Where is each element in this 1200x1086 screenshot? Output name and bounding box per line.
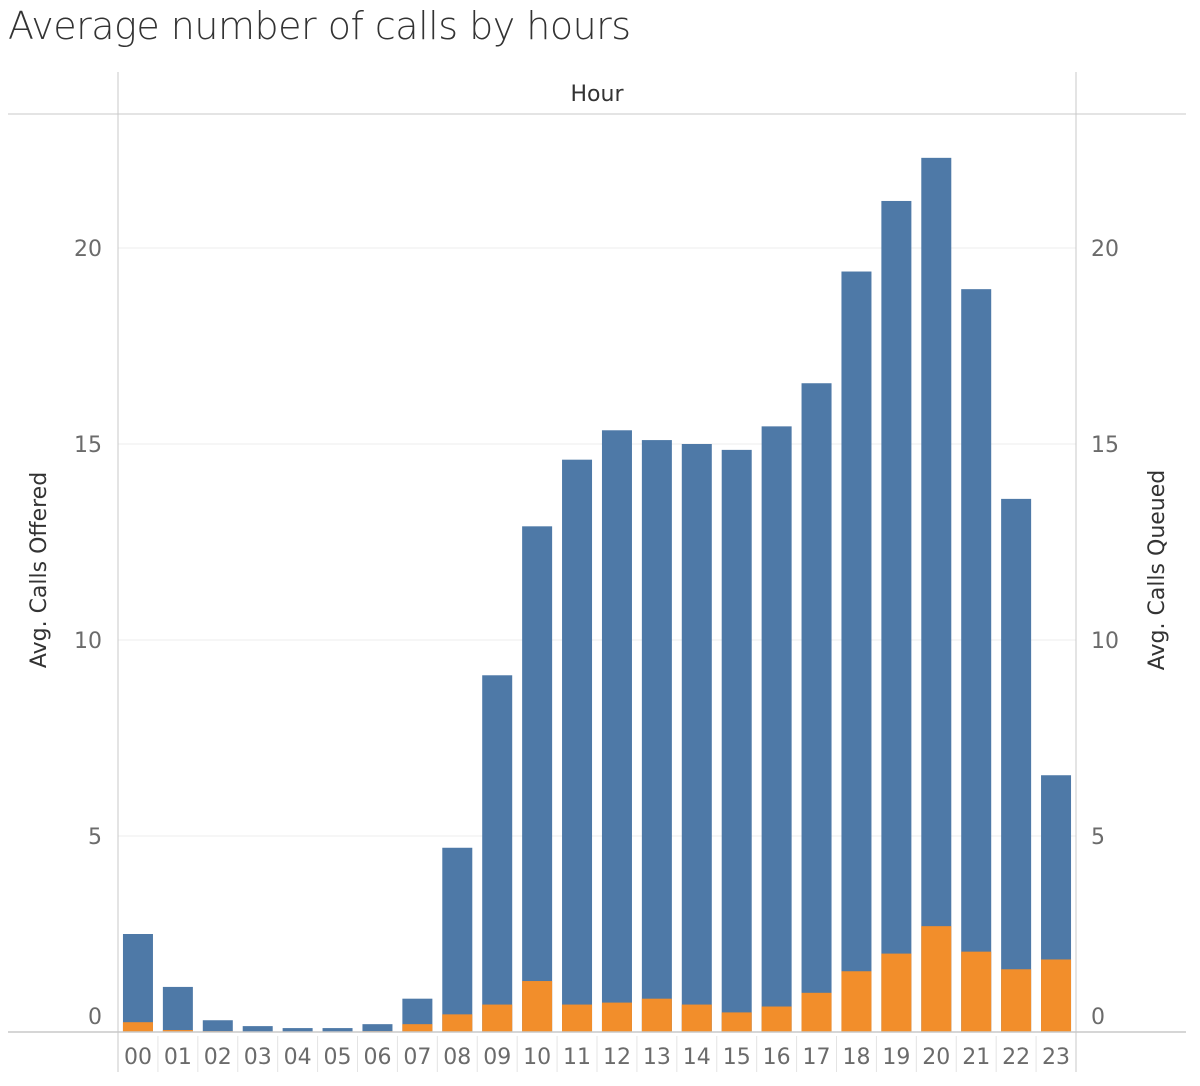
bar-calls-queued	[601, 1002, 632, 1032]
bar-calls-queued	[961, 951, 992, 1032]
x-tick-label: 05	[324, 1045, 352, 1070]
x-tick-label: 14	[683, 1045, 711, 1070]
bar-calls-offered	[761, 426, 792, 1032]
bar-calls-queued	[402, 1024, 433, 1032]
y-left-tick-label: 5	[88, 825, 102, 850]
y-right-tick-label: 20	[1091, 237, 1119, 262]
bar-calls-offered	[562, 459, 593, 1032]
bar-calls-offered	[122, 934, 153, 1032]
chart-title: Average number of calls by hours	[8, 4, 631, 48]
bar-calls-queued	[482, 1004, 513, 1032]
bar-calls-offered	[1001, 498, 1032, 1032]
bar-calls-queued	[562, 1004, 593, 1032]
y-right-tick-label: 15	[1091, 433, 1119, 458]
x-tick-label: 07	[403, 1045, 431, 1070]
bar-calls-queued	[841, 971, 872, 1032]
x-tick-label: 09	[483, 1045, 511, 1070]
x-tick-label: 23	[1042, 1045, 1070, 1070]
bar-calls-offered	[162, 986, 193, 1032]
x-tick-label: 22	[1002, 1045, 1030, 1070]
bar-calls-queued	[881, 953, 912, 1032]
bars	[122, 157, 1072, 1033]
y-right-axis-title: Avg. Calls Queued	[1145, 470, 1170, 671]
axis-labels: 00 01 02 03 04 05 06 07 08 09 10 11 12 13 14 15 16 17 18 19…	[27, 82, 1170, 1070]
bar-calls-queued	[122, 1022, 153, 1032]
x-tick-label: 12	[603, 1045, 631, 1070]
bar-calls-offered	[242, 1026, 273, 1032]
bar-calls-queued	[921, 926, 952, 1032]
x-tick-label: 20	[922, 1045, 950, 1070]
bar-calls-offered	[202, 1020, 233, 1032]
x-tick-label: 00	[124, 1045, 152, 1070]
bar-calls-queued	[801, 992, 832, 1032]
bar-calls-offered	[721, 449, 752, 1032]
bar-calls-queued	[721, 1012, 752, 1032]
x-tick-label: 11	[563, 1045, 591, 1070]
y-left-tick-label: 15	[74, 433, 102, 458]
x-tick-label: 15	[723, 1045, 751, 1070]
x-tick-label: 17	[803, 1045, 831, 1070]
bar-calls-offered	[681, 444, 712, 1032]
bar-calls-offered	[362, 1024, 393, 1032]
y-right-tick-label: 10	[1091, 629, 1119, 654]
y-left-tick-label: 20	[74, 237, 102, 262]
x-tick-label: 19	[882, 1045, 910, 1070]
bar-calls-queued	[162, 1030, 193, 1032]
x-tick-label: 04	[284, 1045, 312, 1070]
bar-calls-queued	[1041, 959, 1072, 1032]
bar-calls-offered	[841, 271, 872, 1032]
column-header: Hour	[571, 82, 625, 107]
gridlines	[118, 247, 1076, 837]
x-tick-label: 03	[244, 1045, 272, 1070]
x-tick-label: 13	[643, 1045, 671, 1070]
x-tick-label: 10	[523, 1045, 551, 1070]
bar-calls-offered	[482, 675, 513, 1032]
bar-calls-queued	[681, 1004, 712, 1032]
y-right-tick-label: 5	[1091, 825, 1105, 850]
y-left-tick-label: 10	[74, 629, 102, 654]
bar-calls-queued	[641, 998, 672, 1032]
bar-calls-offered	[961, 289, 992, 1032]
bar-calls-queued	[1001, 969, 1032, 1032]
x-tick-label: 06	[363, 1045, 391, 1070]
bar-calls-offered	[641, 440, 672, 1033]
bar-calls-offered	[322, 1028, 353, 1032]
x-tick-label: 21	[962, 1045, 990, 1070]
bar-calls-offered	[522, 526, 553, 1032]
x-tick-label: 18	[842, 1045, 870, 1070]
y-left-tick-label: 0	[88, 1005, 102, 1030]
bar-calls-offered	[442, 847, 473, 1032]
axes-frame	[8, 72, 1186, 1072]
y-right-tick-label: 0	[1091, 1005, 1105, 1030]
bar-calls-offered	[601, 430, 632, 1032]
y-left-axis-title: Avg. Calls Offered	[27, 472, 52, 668]
x-tick-label: 16	[763, 1045, 791, 1070]
x-tick-label: 02	[204, 1045, 232, 1070]
x-tick-label: 08	[443, 1045, 471, 1070]
bar-calls-offered	[282, 1028, 313, 1032]
x-tick-label: 01	[164, 1045, 192, 1070]
bar-calls-offered	[921, 157, 952, 1033]
bar-calls-offered	[881, 200, 912, 1032]
bar-calls-offered	[801, 383, 832, 1032]
bar-calls-queued	[522, 981, 553, 1032]
bar-calls-queued	[761, 1006, 792, 1032]
bar-calls-queued	[442, 1014, 473, 1032]
